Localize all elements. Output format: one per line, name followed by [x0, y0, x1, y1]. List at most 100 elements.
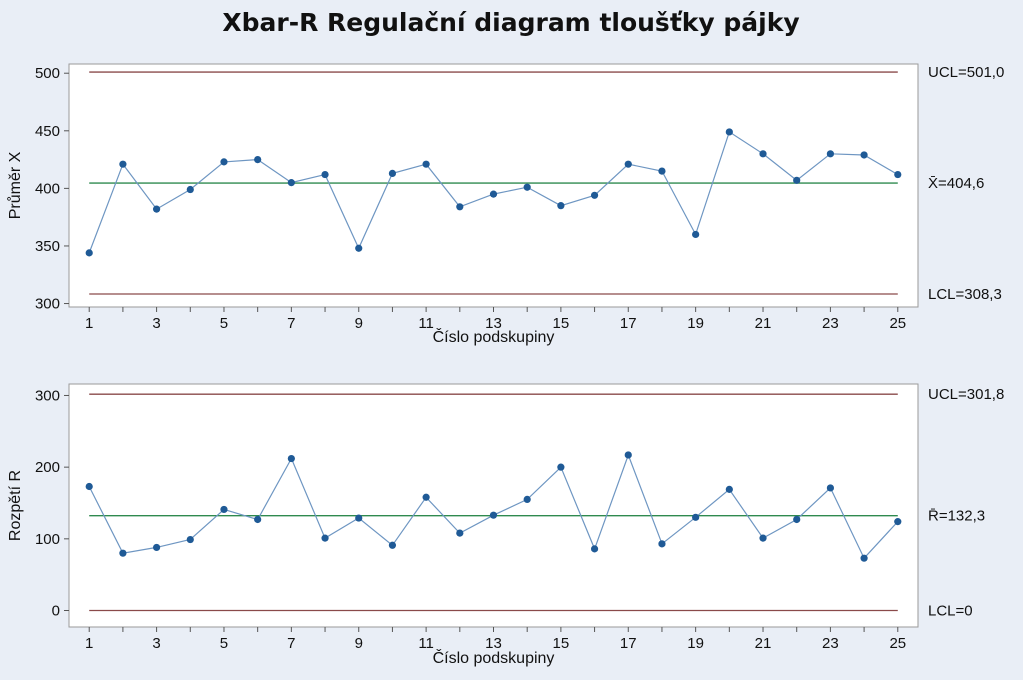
- x-tick-label: 25: [889, 635, 906, 652]
- x-axis-label: Číslo podskupiny: [433, 648, 555, 667]
- data-point: [590, 545, 599, 553]
- x-tick-label: 11: [418, 315, 434, 332]
- data-point: [85, 249, 93, 257]
- data-point: [321, 170, 329, 179]
- data-point: [658, 540, 666, 548]
- x-tick-label: 3: [152, 315, 160, 332]
- x-tick-label: 17: [620, 315, 637, 332]
- xbar-chart: UCL=501,0 X̄=404,6 LCL=308,3 300 350 400 450 50…: [6, 63, 1004, 346]
- data-point: [725, 485, 733, 493]
- ucl-label: UCL=301,8: [928, 386, 1004, 403]
- x-tick-label: 5: [220, 635, 228, 652]
- data-point: [826, 150, 835, 158]
- data-point: [894, 518, 902, 526]
- data-point: [624, 451, 632, 459]
- data-point: [793, 176, 801, 184]
- data-point: [119, 160, 127, 168]
- data-point: [692, 513, 700, 521]
- x-tick-label: 3: [152, 635, 160, 652]
- x-tick-label: 21: [755, 635, 772, 652]
- data-point: [826, 484, 835, 492]
- plot-area: [68, 63, 919, 308]
- data-point: [523, 495, 531, 504]
- data-point: [388, 169, 397, 178]
- x-tick-label: 11: [418, 635, 434, 652]
- y-tick-label: 300: [35, 296, 60, 313]
- data-point: [355, 514, 363, 522]
- data-point: [590, 191, 599, 199]
- data-point: [624, 160, 632, 168]
- x-tick-label: 9: [355, 315, 363, 332]
- data-point: [152, 205, 161, 213]
- data-point: [119, 549, 127, 557]
- y-axis-label: Rozpětí R: [7, 470, 24, 541]
- data-point: [287, 179, 295, 187]
- data-point: [894, 170, 902, 179]
- data-point: [489, 190, 498, 198]
- data-point: [254, 155, 262, 164]
- x-tick-label: 19: [687, 315, 704, 332]
- data-point: [692, 230, 700, 239]
- y-tick-label: 350: [35, 238, 60, 255]
- x-tick-label: 7: [287, 635, 295, 652]
- data-point: [759, 534, 767, 542]
- data-point: [220, 505, 228, 514]
- y-tick-label: 300: [35, 387, 60, 404]
- x-tick-label: 7: [287, 315, 295, 332]
- data-point: [321, 534, 329, 542]
- data-point: [456, 529, 464, 537]
- x-axis-label: Číslo podskupiny: [433, 327, 555, 346]
- x-tick-label: 9: [355, 635, 363, 652]
- x-tick-label: 23: [822, 635, 839, 652]
- data-point: [287, 454, 295, 463]
- x-tick-label: 25: [889, 315, 906, 332]
- y-tick-label: 0: [52, 603, 60, 620]
- data-point: [254, 515, 262, 524]
- y-axis-label: Průměr X: [6, 151, 24, 219]
- data-point: [388, 541, 397, 549]
- lcl-label: LCL=308,3: [928, 286, 1002, 303]
- x-tick-label: 17: [620, 635, 637, 652]
- y-tick-label: 500: [35, 65, 60, 82]
- data-point: [85, 482, 93, 491]
- data-point: [793, 515, 801, 524]
- data-point: [220, 158, 228, 166]
- data-point: [186, 535, 194, 544]
- x-tick-label: 13: [485, 635, 502, 652]
- x-tick-label: 1: [85, 635, 93, 652]
- y-tick-label: 100: [35, 531, 60, 548]
- data-point: [725, 128, 733, 136]
- data-point: [456, 203, 464, 211]
- data-point: [557, 463, 565, 471]
- y-tick-label: 450: [35, 123, 60, 140]
- data-point: [422, 493, 430, 501]
- x-tick-label: 19: [687, 635, 704, 652]
- y-tick-label: 400: [35, 180, 60, 197]
- data-point: [355, 244, 363, 252]
- y-tick-label: 200: [35, 459, 60, 476]
- x-tick-label: 21: [755, 315, 772, 332]
- x-tick-label: 13: [485, 315, 502, 332]
- x-tick-label: 1: [85, 315, 93, 332]
- x-tick-label: 15: [553, 315, 570, 332]
- data-point: [523, 183, 531, 191]
- chart-title: Xbar-R Regulační diagram tloušťky pájky: [222, 8, 799, 37]
- data-point: [658, 167, 666, 175]
- data-point: [860, 151, 868, 159]
- center-label: R̄=132,3: [928, 508, 985, 525]
- ucl-label: UCL=501,0: [928, 64, 1004, 81]
- center-label: X̄=404,6: [928, 175, 984, 192]
- x-tick-label: 5: [220, 315, 228, 332]
- x-tick-label: 15: [553, 635, 570, 652]
- data-point: [422, 160, 430, 168]
- data-point: [759, 150, 767, 158]
- data-point: [152, 543, 161, 552]
- data-point: [860, 554, 868, 562]
- plot-area: [68, 383, 919, 628]
- data-point: [489, 511, 498, 519]
- data-point: [557, 202, 565, 210]
- data-point: [186, 185, 194, 194]
- lcl-label: LCL=0: [928, 603, 973, 620]
